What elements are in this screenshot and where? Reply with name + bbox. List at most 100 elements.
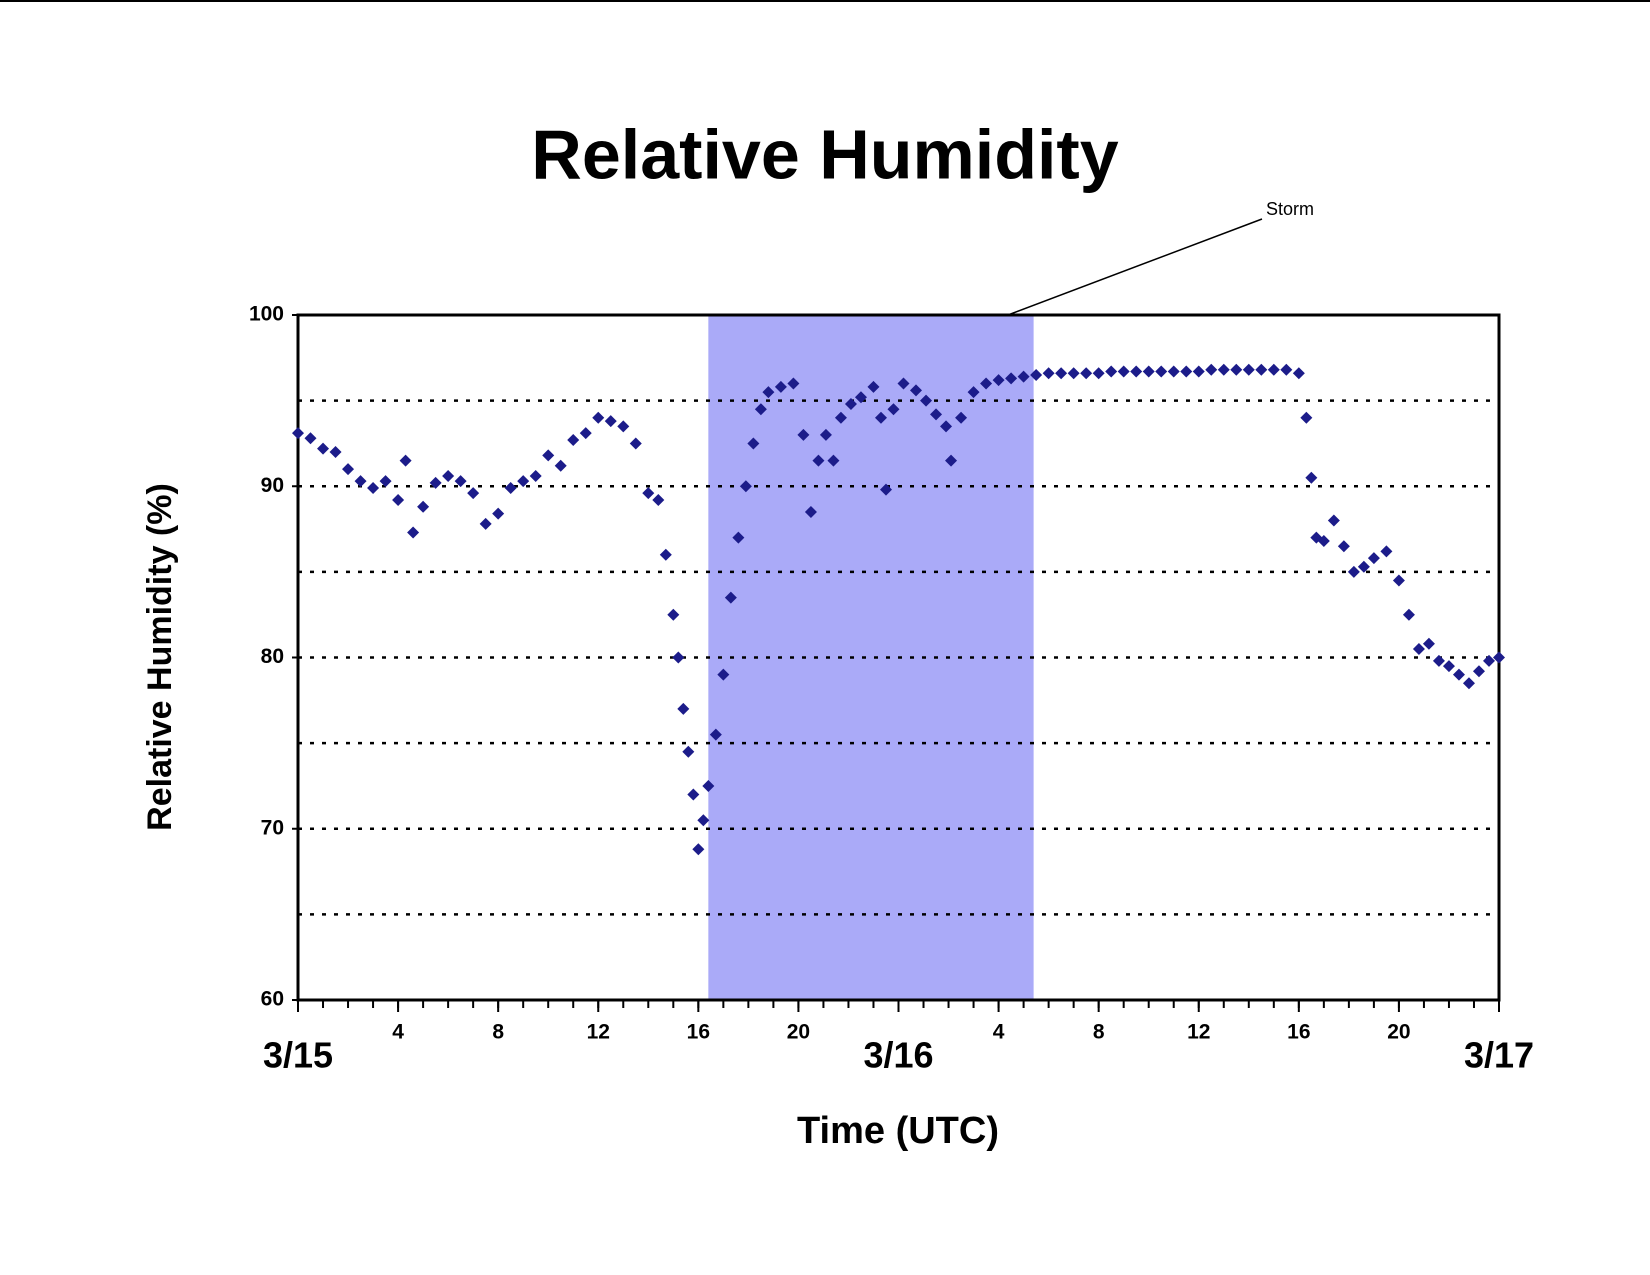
data-point bbox=[667, 608, 680, 621]
y-tick-label: 80 bbox=[261, 645, 284, 668]
data-point bbox=[392, 493, 405, 506]
data-point bbox=[1055, 367, 1068, 380]
annotation: Storm bbox=[1266, 199, 1314, 219]
data-point bbox=[1305, 471, 1318, 484]
data-point bbox=[854, 391, 867, 404]
y-tick-label: 90 bbox=[261, 474, 284, 497]
x-tick-label: 20 bbox=[1387, 1021, 1410, 1044]
data-point bbox=[329, 446, 342, 458]
data-point bbox=[1482, 654, 1495, 667]
data-point bbox=[692, 843, 705, 856]
chart-title: Relative Humidity bbox=[531, 115, 1118, 193]
data-point bbox=[812, 454, 825, 467]
data-point bbox=[1092, 367, 1105, 380]
data-point bbox=[1205, 363, 1218, 376]
data-point bbox=[1192, 365, 1205, 378]
data-point bbox=[945, 454, 958, 467]
data-point bbox=[1217, 363, 1230, 376]
data-point bbox=[1392, 574, 1405, 587]
data-point bbox=[967, 386, 980, 399]
data-point bbox=[955, 411, 968, 424]
data-point bbox=[1380, 545, 1393, 558]
y-tick-label: 60 bbox=[261, 988, 284, 1011]
data-point bbox=[1402, 608, 1415, 621]
y-axis-title: Relative Humidity (%) bbox=[141, 483, 179, 831]
data-point bbox=[827, 454, 840, 467]
data-point bbox=[1267, 363, 1280, 376]
data-point bbox=[724, 591, 737, 604]
data-point bbox=[747, 437, 760, 450]
data-point bbox=[1155, 365, 1168, 378]
data-point bbox=[567, 434, 580, 447]
data-point bbox=[897, 377, 910, 390]
data-point bbox=[1142, 365, 1155, 378]
data-point bbox=[1327, 514, 1340, 527]
x-tick-label: 4 bbox=[993, 1021, 1005, 1044]
data-point bbox=[1337, 540, 1350, 553]
data-point bbox=[1472, 665, 1485, 678]
x-tick-label: 4 bbox=[392, 1021, 404, 1044]
data-point bbox=[804, 505, 817, 518]
data-point bbox=[1317, 535, 1330, 548]
data-point bbox=[292, 427, 304, 440]
data-point bbox=[797, 428, 810, 441]
data-point bbox=[467, 487, 480, 500]
data-point bbox=[1180, 365, 1193, 378]
data-point bbox=[1452, 668, 1465, 681]
data-point bbox=[920, 394, 933, 407]
data-point bbox=[762, 386, 775, 399]
data-point bbox=[874, 411, 887, 424]
data-point bbox=[1357, 560, 1370, 573]
data-point bbox=[819, 428, 832, 441]
data-point bbox=[442, 469, 455, 482]
data-point bbox=[834, 411, 847, 424]
data-point bbox=[529, 469, 542, 482]
data-point bbox=[1432, 654, 1445, 667]
data-point bbox=[542, 449, 555, 462]
data-point bbox=[844, 398, 857, 411]
data-point bbox=[677, 702, 690, 715]
data-point bbox=[887, 403, 900, 416]
data-point bbox=[1080, 367, 1093, 380]
data-point bbox=[579, 427, 592, 440]
annotation-line bbox=[1007, 218, 1263, 316]
data-point bbox=[592, 411, 605, 424]
data-point bbox=[910, 384, 923, 397]
data-point bbox=[492, 507, 505, 520]
x-tick-label: 3/15 bbox=[263, 1035, 333, 1076]
data-point bbox=[732, 531, 745, 544]
y-tick-label: 70 bbox=[261, 816, 284, 839]
data-point bbox=[717, 668, 730, 681]
data-point bbox=[1442, 660, 1455, 673]
data-point bbox=[407, 526, 420, 539]
data-point bbox=[429, 476, 442, 489]
data-point bbox=[304, 432, 317, 445]
data-point bbox=[659, 548, 672, 561]
data-point bbox=[629, 437, 642, 450]
data-point bbox=[702, 779, 715, 792]
data-point bbox=[417, 500, 430, 513]
data-point bbox=[1105, 365, 1118, 378]
data-point bbox=[1167, 365, 1180, 378]
data-point bbox=[1042, 367, 1055, 380]
data-point bbox=[930, 408, 943, 421]
data-point bbox=[617, 420, 630, 433]
data-point bbox=[1117, 365, 1130, 378]
x-tick-label: 12 bbox=[1187, 1021, 1210, 1044]
storm-shade bbox=[708, 315, 1034, 1000]
x-tick-label: 12 bbox=[587, 1021, 610, 1044]
data-point bbox=[1292, 367, 1305, 380]
data-point bbox=[342, 463, 355, 476]
data-point bbox=[754, 403, 767, 416]
x-tick-label: 8 bbox=[1093, 1021, 1105, 1044]
data-point bbox=[354, 475, 367, 488]
data-point bbox=[1017, 370, 1030, 383]
data-point bbox=[980, 377, 993, 390]
data-point bbox=[879, 483, 892, 496]
data-point bbox=[479, 517, 492, 530]
data-point bbox=[517, 475, 530, 488]
data-point bbox=[652, 493, 665, 506]
data-point bbox=[1067, 367, 1080, 380]
x-tick-label: 16 bbox=[687, 1021, 710, 1044]
